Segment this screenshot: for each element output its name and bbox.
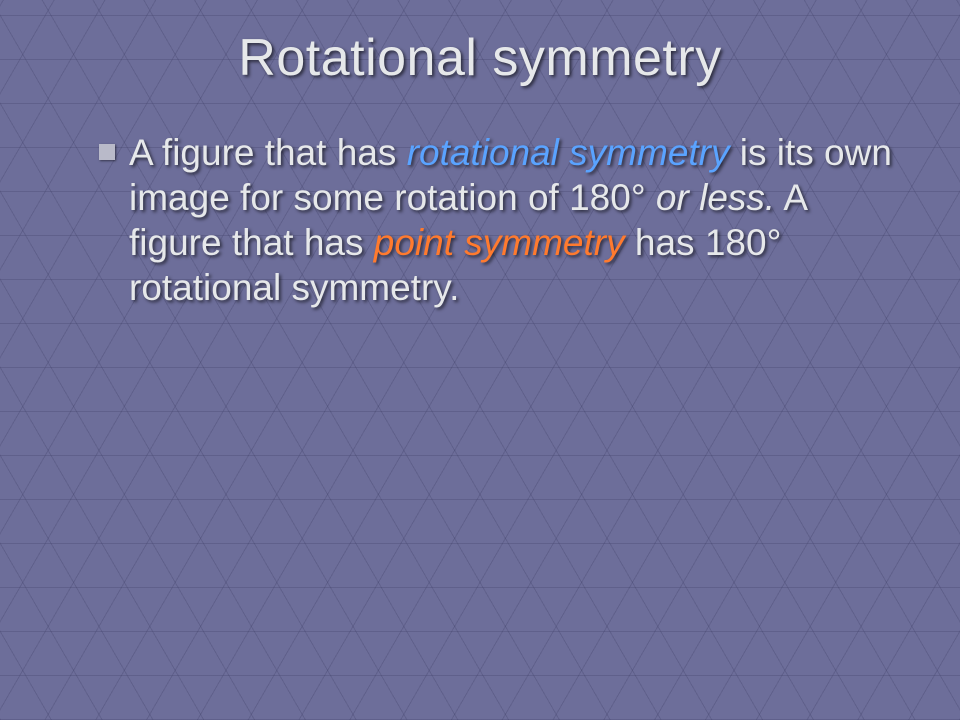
slide: Rotational symmetry A figure that has ro… [0,0,960,720]
text-run: rotational symmetry. [129,267,459,308]
text-run: A figure that has [129,132,407,173]
degree-symbol: ° [631,177,646,218]
keyword-rotational-symmetry: rotational symmetry [407,132,730,173]
text-run-italic: or less. [646,177,776,218]
slide-title: Rotational symmetry [55,28,905,88]
text-run: has 180 [625,222,767,263]
bullet-item: A figure that has rotational symmetry is… [99,130,895,311]
degree-symbol: ° [767,222,782,263]
keyword-point-symmetry: point symmetry [374,222,625,263]
square-bullet-icon [99,144,115,160]
body-paragraph: A figure that has rotational symmetry is… [129,130,895,311]
slide-body: A figure that has rotational symmetry is… [55,130,905,311]
